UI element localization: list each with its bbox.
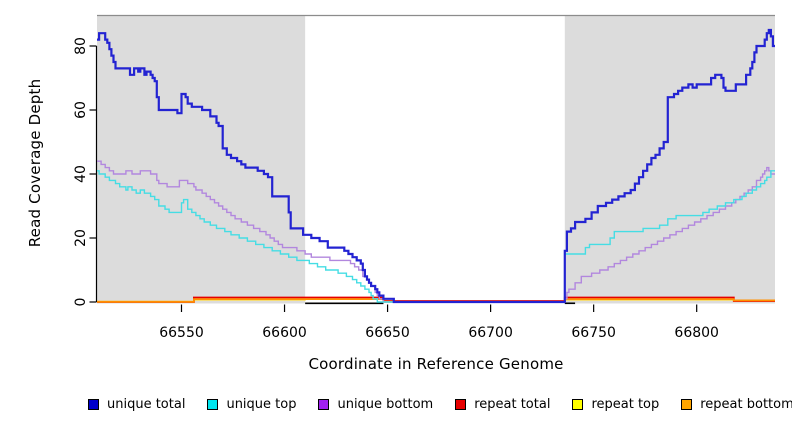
legend-item-unique-total: unique total xyxy=(88,397,185,412)
right-gray-region xyxy=(564,16,775,304)
x-tick-label: 66750 xyxy=(571,325,616,341)
legend-label: unique bottom xyxy=(337,397,434,412)
legend-item-repeat-bottom: repeat bottom xyxy=(681,397,792,412)
y-axis-title: Read Coverage Depth xyxy=(26,78,44,248)
legend-swatch-icon xyxy=(572,399,584,410)
legend-swatch-icon xyxy=(88,399,99,410)
series-unique-total xyxy=(97,28,775,304)
legend-label: repeat bottom xyxy=(700,397,792,412)
legend-swatch-icon xyxy=(681,399,693,410)
legend-label: repeat top xyxy=(591,397,660,412)
left-gray-region xyxy=(97,16,306,304)
legend-item-repeat-total: repeat total xyxy=(455,397,550,412)
legend-label: repeat total xyxy=(474,397,551,412)
plot-area: 0 20 40 60 80 66550 66600 66650 66700 66750 66800 xyxy=(73,14,775,341)
y-tick-label: 20 xyxy=(73,229,89,247)
legend-swatch-icon xyxy=(455,399,467,410)
x-tick-label: 66700 xyxy=(468,325,513,341)
legend: unique total unique top unique bottom repea… xyxy=(88,397,792,412)
y-tick-label: 40 xyxy=(73,165,89,183)
x-tick-label: 66550 xyxy=(159,325,204,341)
series-unique-top xyxy=(97,170,775,303)
legend-swatch-icon xyxy=(207,399,219,410)
x-tick-label: 66650 xyxy=(365,325,410,341)
x-tick-label: 66800 xyxy=(674,325,719,341)
x-tick-label: 66600 xyxy=(262,325,307,341)
y-tick-label: 0 xyxy=(73,298,89,307)
legend-label: unique total xyxy=(107,397,186,412)
y-tick-label: 80 xyxy=(73,37,89,55)
y-tick-label: 60 xyxy=(73,101,89,119)
legend-item-unique-bottom: unique bottom xyxy=(318,397,433,412)
legend-item-repeat-top: repeat top xyxy=(572,397,659,412)
legend-label: unique top xyxy=(226,397,297,412)
legend-item-unique-top: unique top xyxy=(207,397,296,412)
legend-swatch-icon xyxy=(318,399,330,410)
x-axis-title: Coordinate in Reference Genome xyxy=(0,355,792,373)
x-axis-title-text: Coordinate in Reference Genome xyxy=(308,355,564,373)
